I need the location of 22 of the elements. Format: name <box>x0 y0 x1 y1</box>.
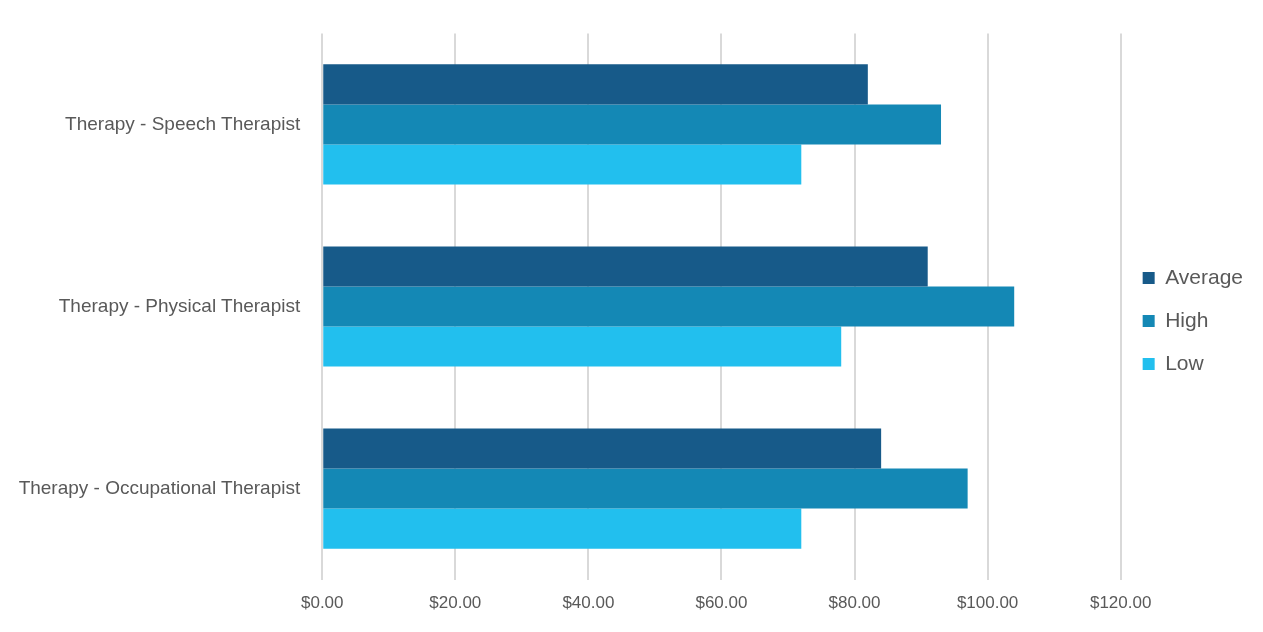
legend-label: Low <box>1165 350 1205 374</box>
x-tick-label: $40.00 <box>562 593 615 613</box>
x-tick-label: $60.00 <box>695 593 748 613</box>
x-tick-label: $100.00 <box>956 593 1019 613</box>
x-tick-label: $0.00 <box>300 593 344 613</box>
x-tick-label: $20.00 <box>429 593 482 613</box>
x-tick-label: $120.00 <box>1089 593 1152 613</box>
bar <box>323 428 882 469</box>
y-tick-label: Therapy - Occupational Therapist <box>18 476 301 498</box>
bar <box>323 144 802 185</box>
bar <box>323 508 802 549</box>
bar <box>323 326 842 367</box>
y-tick-label: Therapy - Physical Therapist <box>58 294 301 316</box>
bar <box>323 468 968 509</box>
bar <box>323 246 928 287</box>
legend-label: High <box>1165 307 1209 331</box>
bar <box>323 64 868 105</box>
legend-label: Average <box>1165 264 1244 288</box>
bar <box>323 104 942 145</box>
x-tick-label: $80.00 <box>828 593 881 613</box>
y-tick-label: Therapy - Speech Therapist <box>65 112 301 134</box>
bar <box>323 286 1015 327</box>
